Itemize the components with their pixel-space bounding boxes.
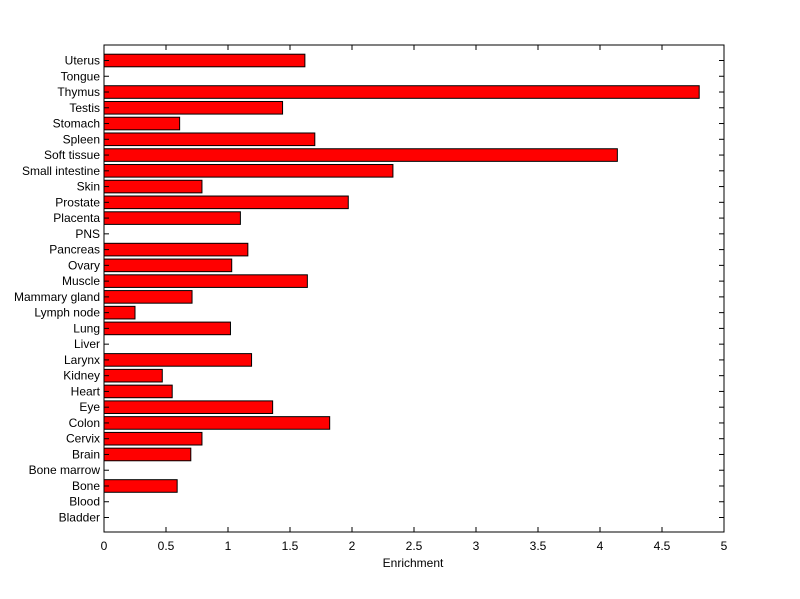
x-tick-label-6: 3: [473, 539, 480, 553]
y-tick-label-blood: Blood: [69, 495, 100, 509]
y-tick-label-liver: Liver: [74, 337, 100, 351]
x-tick-label-1: 0.5: [158, 539, 175, 553]
x-tick-label-8: 4: [597, 539, 604, 553]
x-tick-label-2: 1: [225, 539, 232, 553]
y-tick-label-brain: Brain: [72, 447, 100, 461]
bar-small-intestine: [103, 164, 394, 178]
y-tick-label-mammary-gland: Mammary gland: [14, 290, 100, 304]
bar-larynx: [103, 353, 253, 367]
bar-lung: [103, 321, 231, 336]
x-tick-label-4: 2: [349, 539, 356, 553]
y-tick-label-bone-marrow: Bone marrow: [29, 463, 101, 477]
y-tick-label-ovary: Ovary: [68, 258, 100, 272]
y-tick-label-pns: PNS: [75, 227, 100, 241]
y-tick-label-bladder: Bladder: [59, 511, 100, 525]
y-tick-label-cervix: Cervix: [66, 432, 100, 446]
y-tick-label-tongue: Tongue: [61, 69, 101, 83]
y-tick-label-muscle: Muscle: [62, 274, 100, 288]
y-tick-label-stomach: Stomach: [53, 117, 100, 131]
bar-thymus: [103, 85, 700, 99]
x-tick-label-0: 0: [101, 539, 108, 553]
y-tick-label-eye: Eye: [79, 400, 100, 414]
y-tick-label-placenta: Placenta: [53, 211, 100, 225]
bar-uterus: [103, 53, 306, 68]
bar-spleen: [103, 132, 316, 147]
bar-kidney: [103, 368, 163, 383]
bar-placenta: [103, 211, 241, 225]
x-axis-title: Enrichment: [383, 556, 444, 570]
y-tick-label-skin: Skin: [77, 180, 100, 194]
bar-soft-tissue: [103, 148, 618, 162]
bar-eye: [103, 400, 274, 414]
y-tick-label-lymph-node: Lymph node: [34, 306, 100, 320]
x-tick-label-10: 5: [721, 539, 728, 553]
y-tick-label-heart: Heart: [71, 384, 101, 398]
y-tick-label-soft-tissue: Soft tissue: [44, 148, 100, 162]
x-tick-label-3: 1.5: [282, 539, 299, 553]
y-tick-label-colon: Colon: [69, 416, 100, 430]
x-axis-ticks: 0 0.5 1 1.5 2 2.5 3 3.5 4 4.5 5: [101, 45, 728, 553]
bar-brain: [103, 447, 192, 462]
x-tick-label-9: 4.5: [654, 539, 671, 553]
bar-heart: [103, 384, 173, 399]
y-tick-label-larynx: Larynx: [64, 353, 100, 367]
y-tick-label-bone: Bone: [72, 479, 100, 493]
bar-colon: [103, 416, 331, 430]
plot-area: [104, 45, 724, 532]
bar-prostate: [103, 195, 349, 210]
y-tick-label-thymus: Thymus: [57, 85, 100, 99]
bar-bone: [103, 479, 178, 493]
bar-skin: [103, 179, 203, 194]
y-tick-label-testis: Testis: [69, 101, 100, 115]
bar-testis: [103, 100, 284, 115]
x-tick-label-7: 3.5: [530, 539, 547, 553]
y-tick-label-pancreas: Pancreas: [49, 243, 100, 257]
bar-mammary-gland: [103, 290, 193, 304]
bar-ovary: [103, 258, 233, 273]
x-tick-label-5: 2.5: [406, 539, 423, 553]
bar-pancreas: [103, 242, 249, 257]
y-tick-label-uterus: Uterus: [65, 54, 100, 68]
y-tick-label-spleen: Spleen: [63, 132, 100, 146]
bar-stomach: [103, 116, 181, 131]
y-tick-label-kidney: Kidney: [63, 369, 100, 383]
bar-muscle: [103, 274, 308, 288]
y-tick-label-prostate: Prostate: [55, 195, 100, 209]
bar-cervix: [103, 431, 203, 446]
y-tick-label-lung: Lung: [73, 321, 100, 335]
y-tick-label-small-intestine: Small intestine: [22, 164, 100, 178]
